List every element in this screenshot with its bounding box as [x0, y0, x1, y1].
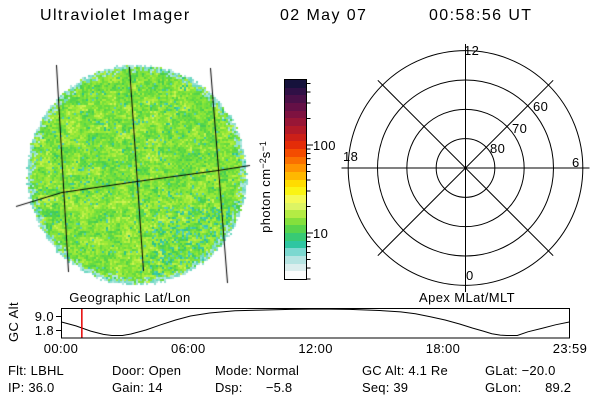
colorbar-band	[285, 194, 306, 203]
colorbar-band	[285, 233, 306, 241]
colorbar-band	[285, 118, 306, 126]
colorbar-ticks	[307, 82, 313, 280]
colorbar-unit-sup2: −2	[258, 158, 268, 169]
app-title: Ultraviolet Imager	[40, 7, 191, 24]
status-field-glat: GLat: −20.0	[485, 363, 556, 378]
colorbar-band	[285, 271, 306, 280]
colorbar-band	[285, 95, 306, 103]
status-field-flt: Flt: LBHL	[8, 363, 64, 378]
colorbar-unit-label: photon cm−2s−1	[258, 112, 274, 262]
mlt-label-6: 6	[572, 155, 580, 170]
gc-alt-curve	[60, 308, 570, 336]
colorbar-band	[285, 240, 306, 249]
colorbar-band	[285, 217, 306, 226]
mlt-label-12: 12	[464, 43, 480, 58]
colorbar-band	[285, 102, 306, 111]
colorbar	[284, 79, 307, 280]
status-value: 14	[147, 380, 163, 395]
colorbar-band	[285, 171, 306, 180]
gc-alt-tick-9: 9.0	[34, 309, 54, 324]
colorbar-band	[285, 263, 306, 272]
colorbar-unit-sup1: −1	[258, 141, 268, 152]
time-tick-label: 06:00	[171, 341, 206, 356]
colorbar-tick-label-100: 100	[313, 138, 336, 153]
status-label: Dsp:	[215, 380, 247, 395]
status-label: IP:	[8, 380, 29, 395]
status-field-dsp: Dsp: −5.8	[215, 380, 292, 395]
colorbar-unit-s: s	[258, 151, 273, 159]
status-field-door: Door: Open	[112, 363, 181, 378]
status-field-glon: GLon: 89.2	[485, 380, 571, 395]
mlat-label-60: 60	[533, 99, 549, 114]
status-field-seq: Seq: 39	[362, 380, 408, 395]
status-value: Normal	[255, 363, 300, 378]
colorbar-band	[285, 141, 306, 149]
colorbar-band	[285, 87, 306, 96]
colorbar-band	[285, 202, 306, 211]
mlt-label-0: 0	[466, 268, 474, 283]
status-label: GC Alt:	[362, 363, 409, 378]
colorbar-band	[285, 125, 306, 134]
status-value: 39	[393, 380, 409, 395]
time-tick-label: 18:00	[425, 341, 461, 356]
time-tick-label: 00:00	[43, 341, 79, 356]
status-label: GLat:	[485, 363, 522, 378]
status-value: Open	[148, 363, 182, 378]
status-label: Flt:	[8, 363, 31, 378]
date-display: 02 May 07	[280, 7, 368, 24]
colorbar-band	[285, 80, 306, 88]
status-value: −5.8	[265, 380, 293, 395]
mlt-label-18: 18	[343, 149, 359, 164]
status-field-gcalt: GC Alt: 4.1 Re	[362, 363, 448, 378]
orbit-strip-chart	[56, 308, 570, 339]
status-value: 4.1 Re	[408, 363, 448, 378]
status-label: Seq:	[362, 380, 394, 395]
colorbar-band	[285, 187, 306, 195]
colorbar-band	[285, 148, 306, 157]
colorbar-band	[285, 225, 306, 234]
polar-grid	[341, 44, 590, 292]
status-value: 89.2	[545, 380, 572, 395]
colorbar-unit-text: photon cm	[258, 168, 273, 233]
time-tick-label: 12:00	[298, 341, 333, 356]
colorbar-band	[285, 179, 306, 188]
status-field-mode: Mode: Normal	[215, 363, 299, 378]
geographic-caption: Geographic Lat/Lon	[69, 290, 191, 305]
gc-alt-tick-18: 1.8	[34, 323, 54, 338]
time-tick-label: 23:59	[552, 341, 588, 356]
colorbar-band	[285, 164, 306, 172]
mlat-label-80: 80	[490, 141, 506, 156]
colorbar-band	[285, 133, 306, 142]
status-label: Gain:	[112, 380, 148, 395]
status-field-ip: IP: 36.0	[8, 380, 54, 395]
status-value: 36.0	[28, 380, 55, 395]
colorbar-band	[285, 210, 306, 218]
status-label: Door:	[112, 363, 149, 378]
colorbar-band	[285, 248, 306, 257]
status-label: Mode:	[215, 363, 256, 378]
status-field-gain: Gain: 14	[112, 380, 163, 395]
time-display: 00:58:56 UT	[429, 7, 533, 24]
apex-caption: Apex MLat/MLT	[419, 290, 515, 305]
uv-image-disk	[10, 55, 255, 290]
colorbar-band	[285, 256, 306, 264]
mlat-label-70: 70	[512, 121, 528, 136]
colorbar-band	[285, 156, 306, 165]
status-value: −20.0	[521, 363, 556, 378]
status-value: LBHL	[30, 363, 64, 378]
status-label: GLon:	[485, 380, 526, 395]
colorbar-tick-label-10: 10	[313, 226, 329, 241]
colorbar-band	[285, 110, 306, 119]
